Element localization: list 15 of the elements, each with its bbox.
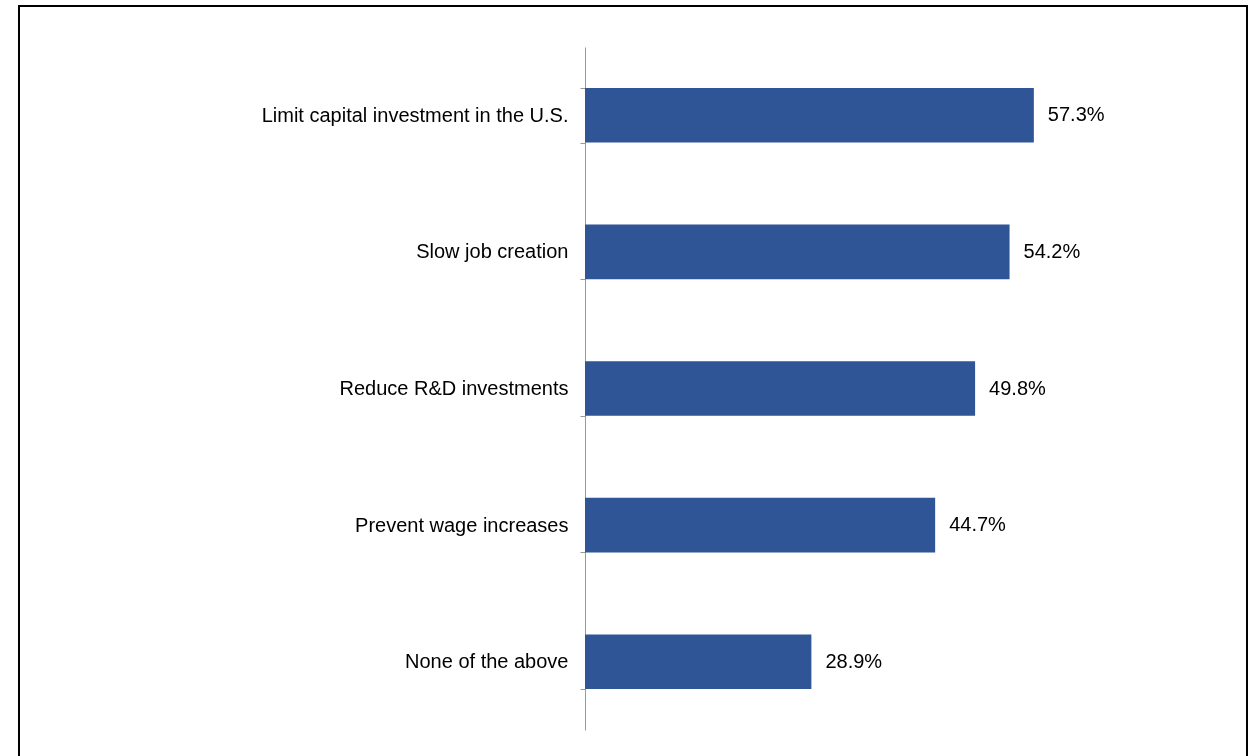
data-label: 57.3% [1047,103,1105,126]
y-tick-label: Slow job creation [416,240,569,263]
data-label: 54.2% [1023,239,1081,262]
y-tick-label: Reduce R&D investments [339,377,569,399]
bar [585,87,1034,143]
bar [585,497,936,553]
y-tick-label: Limit capital investment in the U.S. [261,103,569,126]
y-tick-label: Prevent wage increases [355,513,569,536]
bar [585,224,1010,280]
data-label: 44.7% [949,513,1007,536]
data-label: 49.8% [989,376,1047,399]
bar [585,634,812,690]
bar [585,361,976,416]
y-tick-label: None of the above [405,650,569,673]
data-label: 28.9% [825,649,883,672]
